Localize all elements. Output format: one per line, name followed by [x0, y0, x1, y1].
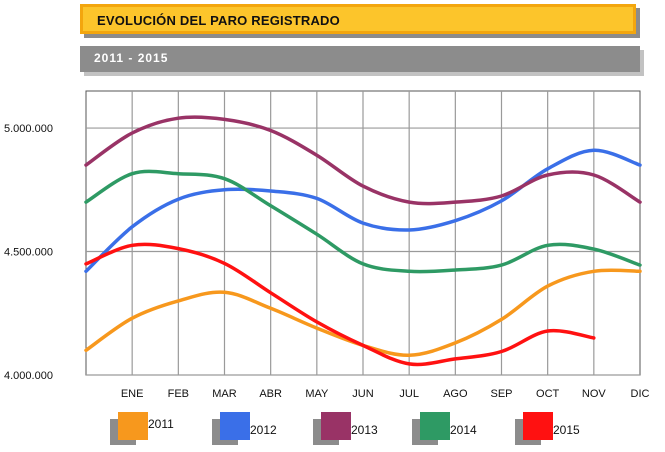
- legend-label: 2015: [553, 423, 580, 437]
- x-tick-label: SEP: [490, 388, 512, 400]
- legend-item-2015: 2015: [515, 412, 580, 445]
- series-line-2015: [84, 242, 596, 367]
- chart-title-banner: EVOLUCIÓN DEL PARO REGISTRADO: [80, 4, 636, 34]
- legend-swatch: [118, 412, 148, 440]
- legend-swatch: [523, 412, 553, 440]
- y-tick-label: 4.000.000: [4, 370, 53, 382]
- x-tick-label: ABR: [259, 388, 282, 400]
- legend-label: 2014: [450, 423, 477, 437]
- x-tick-label: ENE: [121, 388, 144, 400]
- legend-item-2012: 2012: [212, 412, 277, 445]
- x-tick-label: MAR: [212, 388, 237, 400]
- y-tick-label: 5.000.000: [4, 123, 53, 135]
- legend-item-2013: 2013: [313, 412, 378, 445]
- x-tick-label: AGO: [443, 388, 468, 400]
- series-line-2014: [84, 169, 642, 274]
- legend-swatch: [220, 412, 250, 440]
- legend-item-2014: 2014: [412, 412, 477, 445]
- chart-subtitle-banner: 2011 - 2015: [80, 46, 640, 72]
- legend-swatch: [420, 412, 450, 440]
- chart-subtitle: 2011 - 2015: [94, 51, 169, 65]
- legend-label: 2011: [148, 417, 174, 431]
- series-line-2013: [84, 115, 642, 206]
- legend-item-2011: 2011: [110, 412, 174, 445]
- legend-label: 2013: [351, 423, 378, 437]
- x-tick-label: OCT: [536, 388, 560, 400]
- x-tick-label: JUN: [352, 388, 373, 400]
- legend-label: 2012: [250, 423, 277, 437]
- x-tick-label: DIC: [631, 388, 650, 400]
- x-tick-label: NOV: [582, 388, 607, 400]
- y-tick-label: 4.500.000: [4, 247, 53, 259]
- x-tick-label: JUL: [399, 388, 419, 400]
- series-line-2012: [84, 148, 642, 274]
- chart-title: EVOLUCIÓN DEL PARO REGISTRADO: [97, 13, 340, 28]
- x-tick-label: FEB: [168, 388, 189, 400]
- legend-swatch: [321, 412, 351, 440]
- x-tick-label: MAY: [305, 388, 329, 400]
